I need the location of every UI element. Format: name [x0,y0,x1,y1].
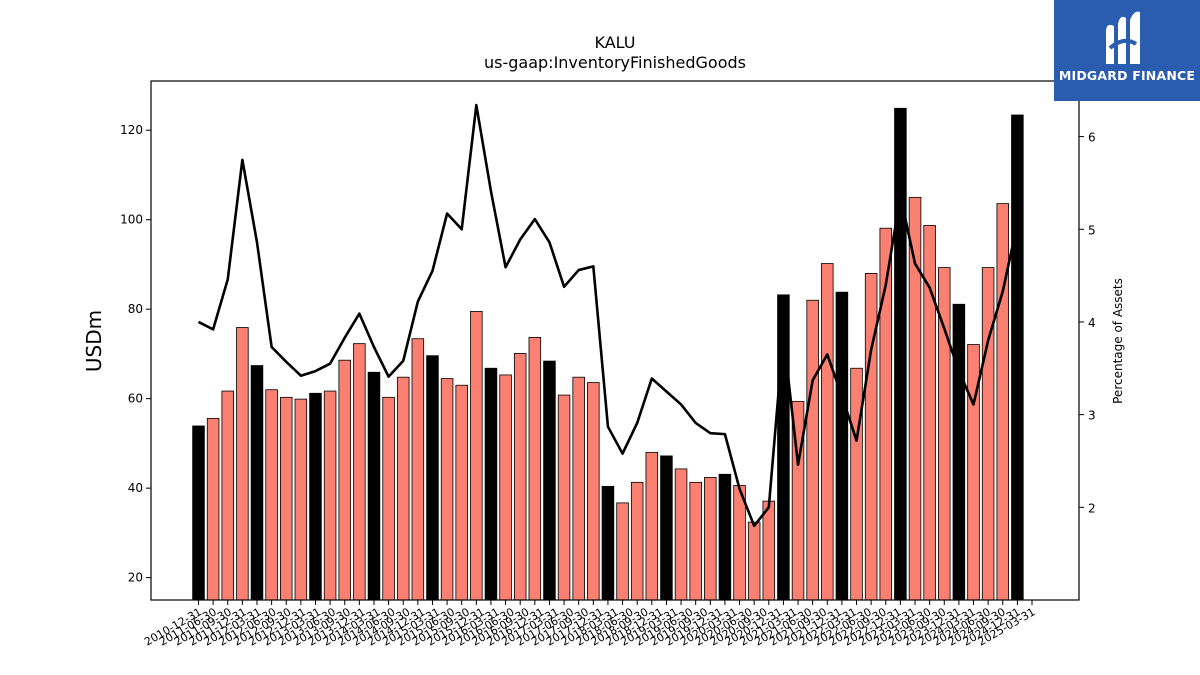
bar-series [192,107,1024,601]
bar [382,396,395,601]
series-line [197,103,1019,528]
y-axis-label: USDm [82,310,106,372]
bar [499,374,512,601]
bar [250,365,264,601]
x-axis: 2010-12-312011-06-302011-09-302011-12-31… [142,600,1038,649]
bar [747,521,761,601]
bar [864,272,878,601]
bar [821,263,834,601]
bar [294,398,308,601]
plot-frame [150,80,1080,601]
y-tick-label: 80 [128,302,143,316]
bar [396,376,410,601]
bar [323,390,337,601]
y-tick-label: 60 [128,392,143,406]
bar [718,473,732,601]
bar [1011,114,1024,601]
bar [265,389,278,601]
bar [411,338,425,601]
bar [543,360,556,601]
y2-tick-label: 3 [1088,409,1096,423]
bar [557,394,571,601]
bar [279,396,293,601]
bar [513,353,527,601]
bar [689,481,702,601]
bar [587,382,600,601]
logo-text: MIDGARD FINANCE [1058,68,1196,83]
bar [630,481,644,601]
bar [674,468,688,601]
bar [704,477,717,601]
bar [806,299,819,601]
bar [894,107,907,601]
bar [528,336,542,601]
chart-title: KALU [595,33,636,52]
y2-tick-label: 5 [1088,223,1096,237]
logo-mark-icon [1106,11,1140,64]
bar [426,355,439,601]
y2-tick-label: 4 [1088,316,1096,330]
chart-subtitle: us-gaap:InventoryFinishedGoods [484,53,746,72]
y-tick-label: 120 [120,123,143,137]
bar [484,367,498,601]
y-tick-label: 100 [120,213,143,227]
bar [455,384,468,601]
bar [221,390,234,601]
y-tick-label: 40 [128,481,143,495]
y-axis-left: 20 40 60 80 100 120 [120,123,151,585]
y-axis-right: 2 3 4 5 6 [1079,131,1096,515]
bar [762,500,776,601]
y2-tick-label: 2 [1088,501,1096,515]
bar [353,343,366,601]
y2-tick-label: 6 [1088,131,1096,145]
bar [952,303,966,601]
bar [645,451,659,601]
bar [309,392,322,601]
midgard-finance-logo: MIDGARD FINANCE [1054,0,1200,101]
bar [206,417,220,601]
bar [572,376,585,601]
bar [601,485,615,601]
bar [835,291,849,601]
bar [981,267,995,601]
bar [660,455,673,601]
y2-axis-label: Percentage of Assets [1111,278,1125,404]
bar [470,311,483,601]
bar [996,203,1010,601]
bar [367,371,381,601]
bar [338,359,351,601]
line-series [197,103,1019,528]
bar [192,425,205,601]
bar [440,378,454,601]
bar [236,327,249,601]
bar [616,502,629,601]
bar [850,367,863,601]
y-tick-label: 20 [128,571,143,585]
